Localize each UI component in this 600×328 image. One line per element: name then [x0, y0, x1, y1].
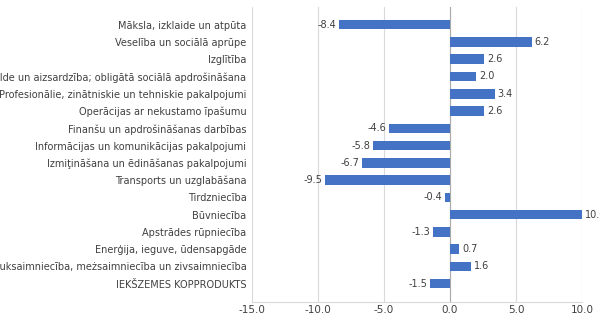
Bar	[450, 89, 495, 98]
Text: -1.5: -1.5	[409, 278, 428, 289]
Text: -8.4: -8.4	[318, 20, 337, 30]
Bar	[450, 37, 532, 47]
Text: -0.4: -0.4	[424, 192, 442, 202]
Bar	[450, 54, 484, 64]
Bar	[373, 141, 450, 150]
Text: -6.7: -6.7	[340, 158, 359, 168]
Bar	[433, 227, 450, 236]
Bar	[450, 244, 459, 254]
Text: -5.8: -5.8	[352, 140, 371, 151]
Text: 2.0: 2.0	[479, 72, 494, 81]
Text: 2.6: 2.6	[487, 106, 502, 116]
Bar	[430, 279, 450, 288]
Text: -9.5: -9.5	[303, 175, 322, 185]
Bar	[339, 20, 450, 30]
Bar	[325, 175, 450, 185]
Bar	[389, 124, 450, 133]
Bar	[450, 106, 484, 116]
Text: 10.0: 10.0	[584, 210, 600, 219]
Bar	[450, 72, 476, 81]
Text: -1.3: -1.3	[412, 227, 430, 237]
Text: 6.2: 6.2	[535, 37, 550, 47]
Text: -4.6: -4.6	[368, 123, 386, 133]
Text: 1.6: 1.6	[474, 261, 489, 271]
Bar	[445, 193, 450, 202]
Text: 2.6: 2.6	[487, 54, 502, 64]
Bar	[450, 262, 471, 271]
Text: 3.4: 3.4	[497, 89, 513, 99]
Text: 0.7: 0.7	[462, 244, 477, 254]
Bar	[362, 158, 450, 168]
Bar	[450, 210, 582, 219]
